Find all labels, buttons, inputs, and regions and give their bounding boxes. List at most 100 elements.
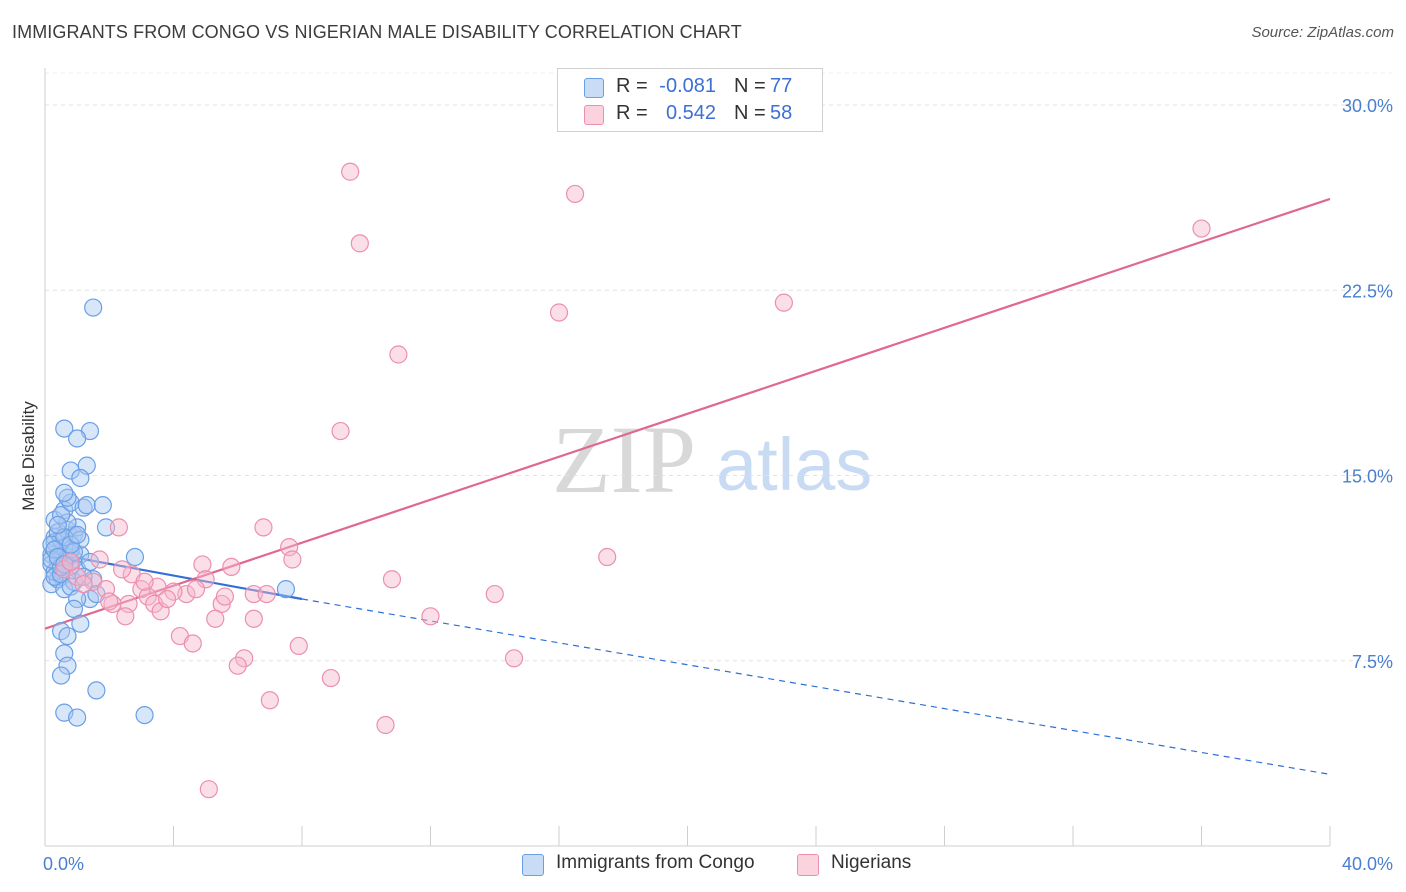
point-s1-46 [321, 668, 341, 688]
legend-swatch-congo [584, 78, 604, 98]
point-s0-36 [58, 488, 77, 507]
point-s0-57 [71, 614, 90, 633]
point-s1-42 [289, 636, 308, 656]
y-tick-label-2: 22.5% [1342, 281, 1393, 301]
legend-r-label: R = [616, 102, 648, 124]
watermark: ZIP atlas [552, 406, 872, 513]
point-s0-27 [51, 505, 71, 525]
point-s1-47 [260, 691, 279, 710]
point-s1-6 [389, 345, 408, 364]
legend-r-value: 0.542 [665, 102, 716, 124]
point-s0-68 [276, 580, 296, 599]
point-s1-1 [565, 184, 585, 204]
point-s0-42 [68, 429, 87, 448]
point-s1-12 [283, 550, 302, 569]
point-s1-3 [1192, 219, 1211, 238]
y-tick-label-0: 7.5% [1352, 652, 1393, 672]
point-s1-54 [186, 580, 206, 599]
point-s1-9 [254, 518, 273, 537]
point-s1-41 [183, 634, 202, 653]
point-s1-38 [244, 609, 263, 628]
point-s1-22 [382, 570, 402, 589]
point-s0-40 [55, 419, 74, 438]
point-s0-49 [96, 518, 116, 537]
point-s0-47 [77, 496, 96, 515]
point-s1-2 [350, 234, 369, 253]
point-s1-52 [100, 592, 119, 611]
point-s1-13 [193, 555, 212, 574]
point-s1-0 [341, 162, 360, 181]
point-s1-27 [164, 582, 183, 601]
point-s1-14 [222, 557, 241, 577]
y-axis-label: Male Disability [19, 401, 38, 511]
bottom-legend-swatch-nigerians [797, 854, 819, 876]
point-s1-48 [376, 715, 395, 735]
x-tick-label-1: 40.0% [1342, 854, 1393, 874]
point-s1-53 [157, 589, 177, 609]
point-s0-45 [71, 468, 90, 488]
point-s1-57 [112, 560, 132, 579]
point-s1-24 [244, 584, 263, 604]
point-s1-44 [504, 649, 524, 668]
point-s1-37 [206, 609, 225, 628]
point-s0-66 [135, 705, 154, 725]
point-s1-23 [485, 584, 504, 604]
point-s1-39 [421, 607, 440, 626]
bottom-legend-label-nigerians: Nigerians [831, 852, 912, 873]
point-s1-50 [74, 575, 93, 594]
point-s1-51 [61, 552, 80, 572]
stats-legend: R = -0.081 N = 77 R = 0.542 N = 58 [557, 68, 823, 132]
tick-labels: 7.5% 15.0% 22.5% 30.0% 0.0% 40.0% [43, 96, 1393, 874]
point-s1-45 [228, 656, 247, 675]
gridlines [45, 72, 1392, 662]
point-s1-33 [103, 594, 122, 614]
point-s1-49 [199, 780, 218, 799]
point-s1-4 [774, 293, 793, 312]
legend-n-value: 77 [770, 75, 793, 97]
point-s0-71 [51, 557, 71, 577]
x-tick-label-0: 0.0% [43, 854, 84, 874]
trend-line-1 [44, 197, 1331, 630]
watermark-atlas: atlas [716, 423, 872, 506]
point-s1-56 [135, 572, 154, 591]
point-s0-67 [125, 547, 145, 567]
point-s0-69 [84, 298, 103, 317]
point-s0-48 [93, 496, 112, 515]
bottom-legend-label-congo: Immigrants from Congo [556, 852, 755, 873]
chart-title: IMMIGRANTS FROM CONGO VS NIGERIAN MALE D… [12, 22, 742, 42]
point-s1-25 [257, 584, 276, 604]
source-credit: Source: ZipAtlas.com [1251, 24, 1394, 41]
point-s1-20 [196, 570, 215, 589]
legend-n-label: N = [734, 75, 766, 97]
point-s0-76 [68, 525, 87, 544]
point-s1-8 [109, 518, 128, 537]
point-s0-59 [58, 626, 77, 646]
point-s0-61 [58, 656, 77, 675]
point-s0-63 [87, 681, 106, 700]
point-s0-35 [74, 498, 93, 517]
point-s0-44 [61, 461, 80, 480]
point-s0-62 [51, 666, 71, 685]
y-tick-label-3: 30.0% [1342, 96, 1393, 116]
point-s1-36 [116, 607, 135, 626]
point-s1-11 [598, 547, 617, 567]
point-s1-43 [235, 649, 254, 668]
legend-swatch-nigerians [584, 105, 604, 125]
legend-r-value: -0.081 [659, 75, 716, 97]
point-s0-32 [48, 515, 67, 535]
point-s1-5 [549, 303, 569, 322]
bottom-legend-swatch-congo [522, 854, 544, 876]
trend-line-dashed-0 [301, 598, 1331, 775]
data-points [42, 162, 1211, 799]
point-s0-65 [68, 708, 87, 727]
legend-n-label: N = [734, 102, 766, 124]
point-s1-15 [90, 550, 109, 569]
legend-row-nigerians: R = 0.542 N = 58 [558, 101, 822, 127]
point-s1-55 [215, 587, 234, 606]
watermark-zip: ZIP [552, 406, 696, 513]
y-tick-label-1: 15.0% [1342, 467, 1393, 487]
legend-row-congo: R = -0.081 N = 77 [558, 74, 822, 100]
point-s0-46 [55, 483, 74, 502]
point-s0-54 [74, 567, 93, 586]
